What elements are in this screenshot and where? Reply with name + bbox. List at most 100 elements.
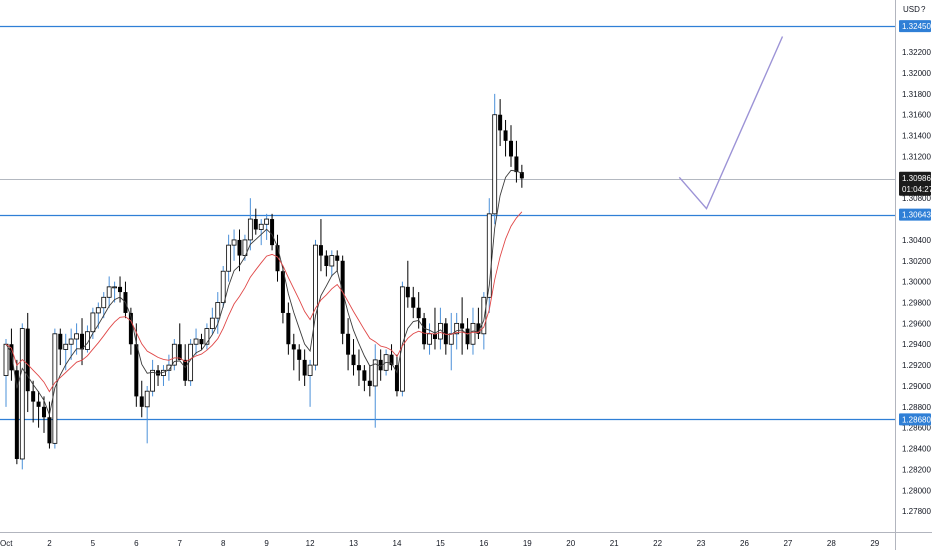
candle [346,318,351,371]
candle-body [476,323,481,334]
candle-body [95,307,101,314]
candle-body [220,270,226,303]
x-tick-label: 7 [178,539,183,548]
candle [280,266,285,324]
candle [324,250,329,277]
candle [193,328,199,355]
candle [270,213,275,251]
ema-fast-line [5,169,523,417]
projection-line[interactable] [678,36,784,210]
x-tick-label: 6 [134,539,139,548]
candle [356,349,361,386]
last-price-tag-label: 1.30986 [902,174,931,183]
candle [340,255,345,345]
currency-label: USD [903,5,920,14]
candle [443,318,448,355]
candle-body [356,365,361,371]
candle-body [156,370,161,376]
x-tick-label: 12 [306,539,315,548]
candle [199,333,204,350]
x-tick-label: 20 [566,539,575,548]
candle-body [106,286,112,298]
y-tick-label: 1.31400 [902,132,931,141]
candle [247,198,253,251]
candle-body [318,245,323,256]
candle [508,125,513,167]
x-tick-label: Oct [0,539,13,548]
candle-body [286,312,291,345]
x-tick-label: 13 [349,539,358,548]
candle-body [432,333,437,340]
candle [139,380,144,418]
candle-body [247,218,253,241]
candle-body [443,323,448,345]
level-tag-bg [899,413,931,426]
level-tag-label: 1.28680 [902,415,931,424]
candle [432,307,437,350]
candle-body [25,328,30,392]
candle-body [171,343,177,366]
y-tick-label: 1.29400 [902,340,931,349]
candle [188,339,194,386]
candle-body [362,370,367,381]
candle-body [422,318,427,345]
candle-body [112,286,117,289]
countdown-label: 01:04:27 [902,185,932,194]
candle [302,349,307,386]
x-tick-label: 9 [264,539,269,548]
candle-body [481,296,487,335]
level-tag-label: 1.32450 [902,22,931,31]
y-tick-label: 1.30200 [902,257,931,266]
candle [42,396,47,433]
candle-body [335,255,340,261]
candle [68,328,74,360]
level-tag-label: 1.30643 [902,211,931,220]
y-tick-label: 1.28600 [902,424,931,433]
ema-slow-line [5,211,523,393]
candle [307,359,313,407]
candle-body [58,333,63,350]
y-tick-label: 1.28200 [902,465,931,474]
candle [378,349,383,381]
candle [47,401,52,449]
candle-body [280,271,285,313]
candle [275,234,280,282]
candle-body [492,114,498,215]
y-tick-label: 1.30000 [902,278,931,287]
candle-body [188,343,194,382]
candle [19,323,25,470]
candle [394,354,399,397]
x-tick-label: 5 [91,539,96,548]
candle-body [297,349,302,360]
candle [134,323,139,407]
candle [31,380,36,423]
x-tick-label: 19 [523,539,532,548]
candle [156,365,161,386]
candle-body [454,322,460,335]
candle [476,307,481,340]
x-tick-label: 27 [783,539,792,548]
y-tick-label: 1.29200 [902,361,931,370]
candle-body [291,344,296,350]
candle [101,292,107,319]
candle [58,328,63,366]
candle-body [351,354,356,366]
candle-body [139,396,144,407]
candle-body [144,390,150,408]
x-tick-label: 28 [827,539,836,548]
candle [264,213,270,240]
candle [258,219,264,246]
candle [427,323,432,355]
candle [106,276,112,308]
candle-body [63,343,69,350]
candle-body [264,218,270,225]
candle-body [411,297,416,308]
candle-body [150,369,156,392]
candle-body [226,244,232,272]
candle-body [329,255,335,267]
candle [220,266,226,308]
candle [231,229,237,261]
candle [460,297,465,355]
candle [177,323,182,360]
